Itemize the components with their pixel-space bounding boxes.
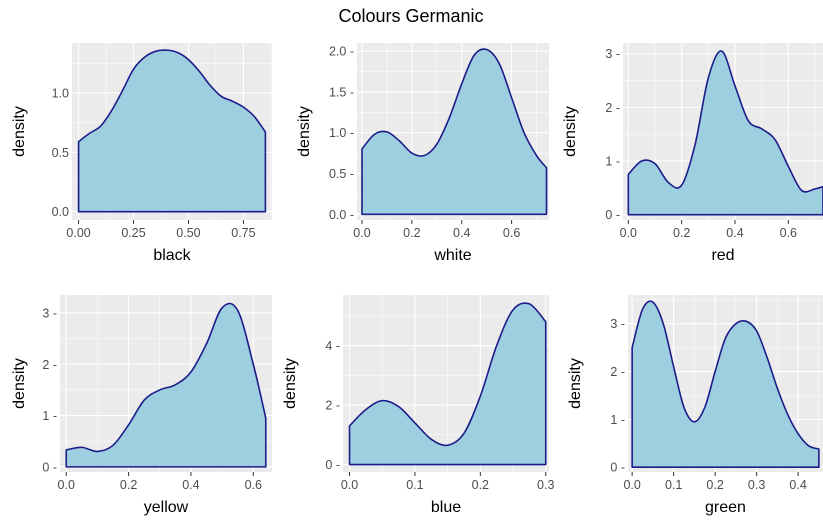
facet-panel-black: 0.00 0.25 0.50 0.75 0.0 0.5 1.0 black density: [11, 43, 272, 264]
facet-panel-white: 0.0 0.2 0.4 0.6 0.0 - 0.5 - 1.0 - 1.5 - 2.0 - whi…: [296, 43, 549, 264]
x-tick-label: 0.2: [673, 226, 690, 240]
x-axis-label: black: [153, 247, 191, 264]
x-axis-label: red: [711, 247, 734, 264]
y-tick-label: 0 -: [325, 458, 340, 472]
y-tick-label: 2 -: [42, 358, 57, 372]
x-tick-label: 0.2: [706, 478, 723, 492]
y-tick-label: 3 -: [605, 47, 620, 61]
x-tick-label: 0.4: [182, 478, 199, 492]
x-axis-label: blue: [431, 499, 461, 516]
x-tick-label: 0.0: [341, 478, 358, 492]
y-tick-label: 2 -: [605, 101, 620, 115]
y-tick-label: 1 -: [42, 409, 57, 423]
y-tick-label: 1.0: [52, 86, 69, 100]
y-tick-label: 2 -: [610, 365, 625, 379]
y-tick-label: 1 -: [605, 155, 620, 169]
x-tick-label: 0.4: [726, 226, 743, 240]
x-tick-label: 0.00: [66, 226, 90, 240]
x-tick-label: 0.3: [537, 478, 554, 492]
density-area: [361, 48, 548, 216]
x-tick-label: 0.4: [453, 226, 470, 240]
x-axis-label: green: [705, 499, 746, 516]
y-axis-label: density: [562, 106, 579, 157]
y-tick-label: 2.0 -: [329, 45, 354, 59]
y-tick-label: 0.0: [52, 205, 69, 219]
y-axis-label: density: [11, 106, 28, 157]
x-tick-label: 0.2: [120, 478, 137, 492]
x-tick-label: 0.6: [503, 226, 520, 240]
y-axis-label: density: [567, 358, 584, 409]
y-axis-label: density: [296, 106, 313, 157]
y-tick-label: 3 -: [42, 306, 57, 320]
density-area: [348, 302, 547, 466]
x-tick-label: 0.3: [748, 478, 765, 492]
x-tick-label: 0.2: [472, 478, 489, 492]
facet-panel-yellow: 0.0 0.2 0.4 0.6 0 - 1 - 2 - 3 - yellow density: [11, 295, 272, 516]
y-tick-label: 0.5: [52, 146, 69, 160]
density-area: [77, 49, 267, 213]
y-tick-label: 1.0 -: [329, 126, 354, 140]
y-axis-label: density: [11, 358, 28, 409]
x-axis-label: white: [433, 247, 471, 264]
x-tick-label: 0.50: [176, 226, 200, 240]
density-area: [631, 300, 820, 469]
y-tick-label: 1.5 -: [329, 85, 354, 99]
y-tick-label: 0.5 -: [329, 167, 354, 181]
x-tick-label: 0.1: [665, 478, 682, 492]
x-tick-label: 0.0: [620, 226, 637, 240]
facet-panel-red: 0.0 0.2 0.4 0.6 0 - 1 - 2 - 3 - red density: [562, 43, 823, 264]
density-area: [65, 302, 267, 468]
y-tick-label: 1 -: [610, 413, 625, 427]
x-tick-label: 0.25: [121, 226, 145, 240]
y-axis-label: density: [282, 358, 299, 409]
y-tick-label: 0 -: [610, 461, 625, 475]
facet-panel-green: 0.0 0.1 0.2 0.3 0.4 0 - 1 - 2 - 3 - green density: [567, 295, 823, 516]
x-tick-label: 0.1: [406, 478, 423, 492]
y-tick-label: 0 -: [42, 460, 57, 474]
x-axis-label: yellow: [144, 499, 189, 516]
y-tick-label: 0 -: [605, 208, 620, 222]
y-tick-label: 2 -: [325, 399, 340, 413]
density-area: [627, 50, 823, 216]
x-tick-label: 0.0: [353, 226, 370, 240]
y-tick-label: 4 -: [325, 339, 340, 353]
x-tick-label: 0.2: [403, 226, 420, 240]
y-tick-label: 3 -: [610, 317, 625, 331]
x-tick-label: 0.0: [58, 478, 75, 492]
x-tick-label: 0.75: [231, 226, 255, 240]
x-tick-label: 0.6: [780, 226, 797, 240]
x-tick-label: 0.4: [789, 478, 806, 492]
x-tick-label: 0.0: [623, 478, 640, 492]
facet-panel-blue: 0.0 0.1 0.2 0.3 0 - 2 - 4 - blue density: [282, 295, 554, 516]
figure-title: Colours Germanic: [338, 6, 483, 26]
y-tick-label: 0.0 -: [329, 208, 354, 222]
x-tick-label: 0.6: [245, 478, 262, 492]
